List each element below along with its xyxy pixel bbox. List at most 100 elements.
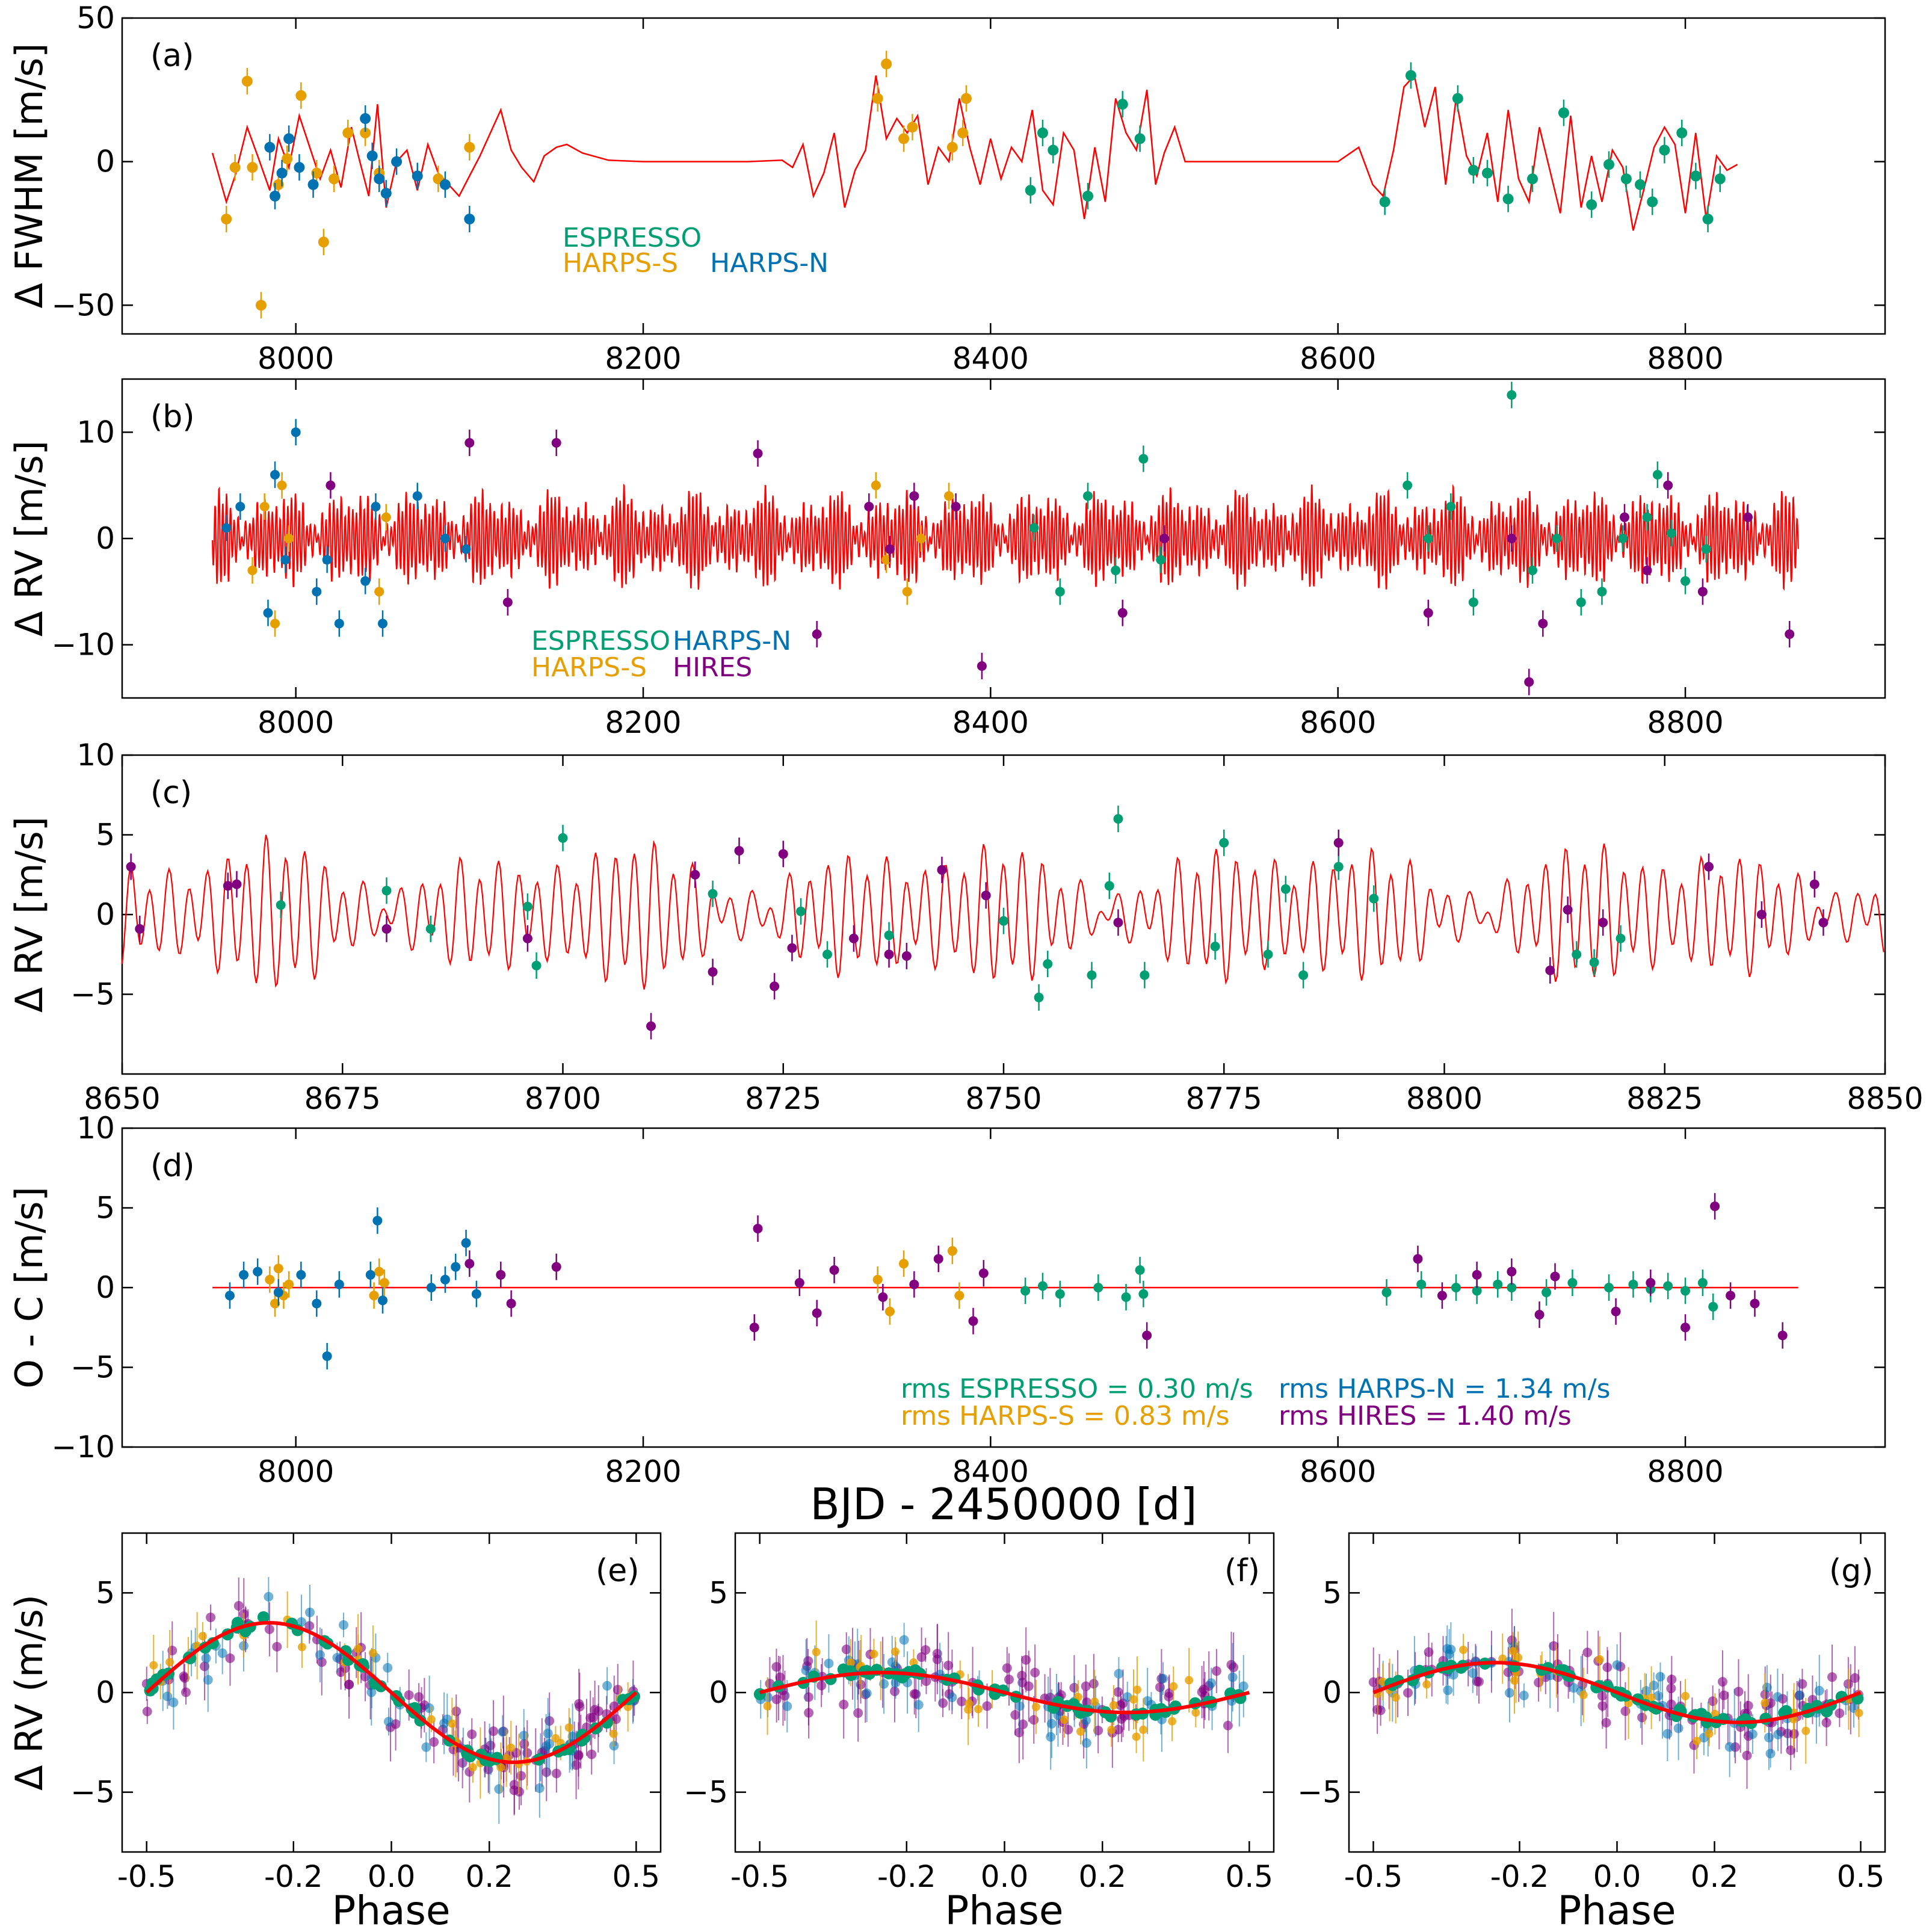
phase-point bbox=[1762, 1682, 1772, 1693]
data-point bbox=[1507, 1267, 1517, 1277]
phase-point bbox=[336, 1667, 346, 1677]
x-tick-label: 8800 bbox=[1647, 341, 1723, 376]
data-point bbox=[307, 179, 319, 190]
data-point bbox=[1558, 107, 1569, 119]
data-point bbox=[878, 1292, 888, 1302]
phase-point bbox=[564, 1723, 573, 1732]
panel-d-ylabel: O - C [m/s] bbox=[7, 1187, 51, 1389]
data-point bbox=[1104, 881, 1114, 891]
phase-point bbox=[889, 1687, 900, 1697]
y-tick-label: 5 bbox=[96, 1191, 115, 1226]
data-point bbox=[1117, 608, 1128, 618]
data-point bbox=[1597, 587, 1607, 597]
phase-point bbox=[587, 1749, 597, 1759]
phase-point bbox=[1795, 1690, 1805, 1700]
phase-point bbox=[1666, 1699, 1676, 1709]
x-tick-label: 8400 bbox=[952, 341, 1029, 376]
data-point bbox=[1413, 1254, 1423, 1264]
data-point bbox=[1542, 1287, 1552, 1297]
y-tick-label: 10 bbox=[76, 415, 115, 449]
data-point bbox=[1111, 566, 1121, 575]
data-point bbox=[284, 1279, 294, 1289]
data-point bbox=[981, 890, 991, 901]
panel-f-label: (f) bbox=[1224, 1553, 1260, 1589]
data-point bbox=[1663, 480, 1673, 490]
data-point bbox=[916, 534, 926, 543]
data-point bbox=[461, 544, 471, 554]
panel-c-label: (c) bbox=[150, 775, 192, 811]
phase-point bbox=[879, 1679, 889, 1689]
data-point bbox=[270, 190, 281, 202]
x-tick-label: 8800 bbox=[1647, 1454, 1723, 1489]
phase-point bbox=[264, 1591, 274, 1602]
phase-point bbox=[1742, 1750, 1752, 1761]
x-tick-label: 0.5 bbox=[1226, 1859, 1274, 1894]
data-point bbox=[1697, 1278, 1708, 1288]
data-point bbox=[944, 491, 954, 501]
phase-point bbox=[149, 1661, 158, 1670]
phase-point bbox=[424, 1703, 434, 1713]
data-point bbox=[864, 502, 874, 511]
rms-hires: rms HIRES = 1.40 m/s bbox=[1279, 1401, 1572, 1431]
phase-point bbox=[199, 1661, 209, 1671]
phase-point bbox=[1422, 1680, 1431, 1689]
panel-a-axes: 8000 8200 8400 8600 8800 −50 0 50 bbox=[51, 1, 1885, 376]
phase-point bbox=[824, 1658, 834, 1668]
data-point bbox=[464, 141, 475, 153]
model-curve bbox=[211, 73, 1738, 231]
data-point bbox=[1750, 1298, 1760, 1309]
data-point bbox=[796, 906, 806, 916]
phase-point bbox=[1666, 1684, 1676, 1694]
data-point bbox=[1437, 1291, 1447, 1301]
data-point bbox=[439, 179, 451, 190]
data-point bbox=[1468, 164, 1479, 176]
phase-point bbox=[846, 1658, 855, 1667]
data-point bbox=[440, 1274, 450, 1285]
data-point bbox=[1135, 1265, 1145, 1275]
x-tick-label: 0.5 bbox=[1837, 1859, 1885, 1894]
data-point bbox=[778, 849, 788, 859]
phase-point bbox=[448, 1719, 457, 1728]
data-point bbox=[379, 1278, 389, 1288]
panel-b-points bbox=[221, 381, 1795, 696]
data-point bbox=[1113, 814, 1123, 824]
x-tick-label: 8200 bbox=[605, 341, 681, 376]
data-point bbox=[1037, 127, 1048, 138]
data-point bbox=[1029, 523, 1039, 533]
phase-point bbox=[551, 1768, 561, 1779]
data-point bbox=[312, 587, 322, 597]
data-point bbox=[426, 1283, 436, 1292]
data-point bbox=[1726, 1291, 1736, 1301]
data-point bbox=[1507, 390, 1517, 400]
x-tick-label: -0.2 bbox=[264, 1859, 323, 1894]
phase-point bbox=[1164, 1688, 1174, 1699]
x-tick-label: 0.0 bbox=[1593, 1859, 1641, 1894]
x-tick-label: 8800 bbox=[1647, 705, 1723, 740]
panel-e-points bbox=[141, 1577, 640, 1824]
data-point bbox=[464, 438, 475, 448]
data-point bbox=[464, 1259, 475, 1269]
data-point bbox=[374, 587, 384, 597]
data-point bbox=[318, 236, 329, 248]
x-tick-label: 8700 bbox=[525, 1081, 601, 1116]
data-point bbox=[1647, 196, 1658, 208]
data-point bbox=[241, 76, 253, 87]
phase-point bbox=[339, 1620, 349, 1630]
data-point bbox=[1680, 1286, 1691, 1296]
x-tick-label: 8400 bbox=[952, 705, 1029, 740]
phase-point bbox=[1021, 1655, 1031, 1665]
panel-b-legend-harps-n: HARPS-N bbox=[673, 626, 791, 656]
data-point bbox=[284, 534, 294, 543]
phase-point bbox=[982, 1701, 992, 1711]
data-point bbox=[461, 1238, 471, 1248]
data-point bbox=[1818, 918, 1829, 928]
panel-a-fwhm: 8000 8200 8400 8600 8800 −50 0 50 (a) Δ FWHM [m… bbox=[7, 1, 1886, 376]
phase-point bbox=[803, 1656, 813, 1666]
phase-point bbox=[543, 1728, 553, 1738]
panel-c-model bbox=[121, 835, 1884, 990]
phase-point bbox=[1227, 1672, 1238, 1682]
data-point bbox=[374, 1267, 384, 1277]
data-point bbox=[322, 1351, 332, 1361]
data-point bbox=[1619, 512, 1629, 522]
phase-point bbox=[1814, 1685, 1824, 1696]
